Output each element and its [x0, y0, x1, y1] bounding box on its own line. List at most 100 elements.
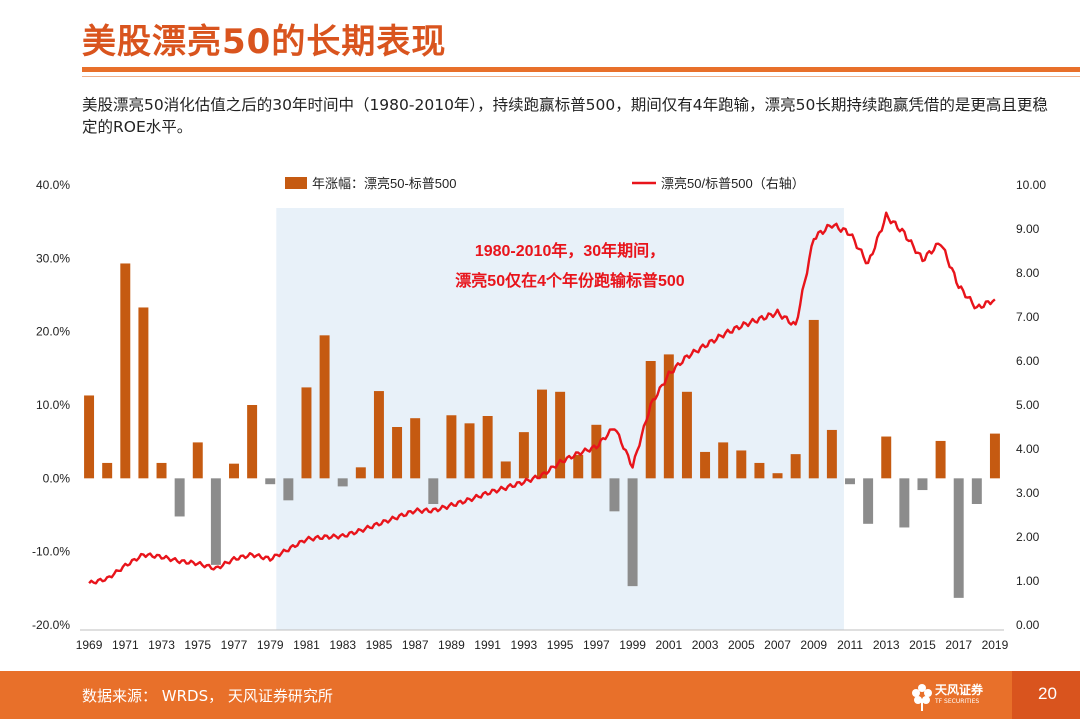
bar-1969 [84, 395, 95, 479]
bar-1998 [609, 478, 620, 512]
brand-logo-icon [912, 684, 932, 711]
bar-2005 [736, 450, 747, 479]
page-number: 20 [1038, 684, 1057, 703]
bar-1989 [446, 415, 457, 479]
chart-annotation-1: 漂亮50仅在4个年份跑输标普500 [455, 271, 684, 290]
bar-2017 [953, 478, 964, 598]
bar-1977 [229, 463, 239, 479]
bar-1975 [192, 442, 203, 479]
bar-2015 [917, 478, 928, 491]
bar-1991 [482, 416, 493, 479]
bar-1997 [591, 424, 602, 479]
chart: 40.0% 30.0% 20.0% 10.0% 0.0% -10.0% -20.0% 10.0… [32, 176, 1046, 652]
bar-1986 [392, 427, 403, 479]
x-tick-label-2009: 2009 [800, 638, 827, 652]
bar-2002 [681, 391, 692, 479]
x-tick-label-2007: 2007 [764, 638, 791, 652]
page-description: 美股漂亮50消化估值之后的30年时间中（1980-2010年），持续跑赢标普50… [82, 96, 1048, 136]
bar-2003 [700, 451, 711, 479]
x-tick-label-1985: 1985 [366, 638, 393, 652]
y-left-tick-label: -10.0% [32, 545, 70, 559]
bar-2001 [663, 354, 674, 479]
y-right-tick-label: 8.00 [1016, 266, 1040, 280]
bar-1971 [120, 263, 131, 479]
x-tick-label-1997: 1997 [583, 638, 610, 652]
legend-swatch-bar [285, 177, 307, 189]
bar-2007 [772, 473, 783, 479]
y-right-tick-label: 4.00 [1016, 442, 1040, 456]
y-right-tick-label: 9.00 [1016, 222, 1040, 236]
y-left-tick-label: 0.0% [43, 471, 71, 485]
bar-1983 [337, 478, 348, 487]
brand-name: 天风证券 [935, 683, 984, 697]
x-tick-label-1987: 1987 [402, 638, 429, 652]
x-tick-label-2003: 2003 [692, 638, 719, 652]
bar-2010 [826, 429, 837, 479]
x-tick-label-2013: 2013 [873, 638, 900, 652]
bar-2000 [645, 361, 656, 479]
bar-1990 [464, 423, 475, 479]
bar-1995 [555, 391, 566, 479]
bar-1993 [518, 432, 529, 479]
legend-label-line: 漂亮50/标普500（右轴） [661, 176, 805, 191]
footer-source: 数据来源： WRDS， 天风证券研究所 [82, 687, 333, 705]
y-left-tick-label: 20.0% [36, 325, 70, 339]
chart-annotation-0: 1980-2010年，30年期间， [475, 241, 665, 260]
x-tick-label-2019: 2019 [982, 638, 1009, 652]
bar-1973 [156, 462, 167, 479]
x-tick-label-1999: 1999 [619, 638, 646, 652]
y-right-tick-label: 5.00 [1016, 398, 1040, 412]
bar-1970 [102, 462, 113, 479]
line-series-ratio [88, 211, 996, 585]
title-underline-thin [82, 76, 1080, 77]
x-tick-label-1973: 1973 [148, 638, 175, 652]
page-title: 美股漂亮50的长期表现 [82, 22, 447, 62]
bar-2016 [935, 440, 946, 479]
bar-1985 [373, 391, 384, 479]
x-tick-label-1969: 1969 [76, 638, 103, 652]
x-tick-label-1995: 1995 [547, 638, 574, 652]
bar-2006 [754, 462, 765, 479]
bar-1992 [500, 461, 511, 479]
y-left-tick-label: 10.0% [36, 398, 70, 412]
footer: 数据来源： WRDS， 天风证券研究所 天风证券 TF SECURITIES 2… [0, 671, 1080, 719]
x-tick-label-1983: 1983 [329, 638, 356, 652]
x-tick-label-1989: 1989 [438, 638, 465, 652]
bar-1978 [247, 405, 258, 479]
y-right-tick-label: 0.00 [1016, 618, 1040, 632]
x-tick-label-1993: 1993 [511, 638, 538, 652]
x-tick-label-1975: 1975 [184, 638, 211, 652]
x-tick-label-2011: 2011 [837, 638, 863, 652]
bar-1984 [355, 467, 366, 479]
bar-2008 [790, 454, 801, 479]
bar-2014 [899, 478, 910, 528]
bar-2009 [808, 319, 819, 479]
bar-1972 [138, 307, 149, 479]
bar-2019 [989, 433, 1000, 479]
y-left-tick-label: 30.0% [36, 251, 70, 265]
y-left-tick-label: 40.0% [36, 178, 70, 192]
y-right-tick-label: 7.00 [1016, 310, 1040, 324]
bar-2004 [718, 442, 729, 479]
x-tick-label-2015: 2015 [909, 638, 936, 652]
bar-1988 [428, 478, 439, 504]
bar-1999 [627, 478, 638, 587]
bar-1980 [283, 478, 294, 501]
title-underline [82, 67, 1080, 72]
x-tick-label-1971: 1971 [112, 638, 139, 652]
bar-1982 [319, 335, 330, 479]
legend-label-bar: 年涨幅：漂亮50-标普500 [312, 176, 456, 191]
brand-name-sub: TF SECURITIES [935, 698, 980, 705]
bar-1979 [265, 478, 276, 485]
x-tick-label-2017: 2017 [945, 638, 972, 652]
x-tick-label-1977: 1977 [221, 638, 248, 652]
bar-1974 [174, 478, 185, 517]
x-tick-label-2001: 2001 [655, 638, 682, 652]
y-right-tick-label: 2.00 [1016, 530, 1040, 544]
x-tick-label-1981: 1981 [293, 638, 320, 652]
page-number-box [1012, 671, 1080, 719]
bar-2012 [863, 478, 874, 524]
bar-1987 [410, 418, 421, 479]
bar-2011 [845, 478, 855, 485]
bar-1976 [210, 478, 221, 565]
